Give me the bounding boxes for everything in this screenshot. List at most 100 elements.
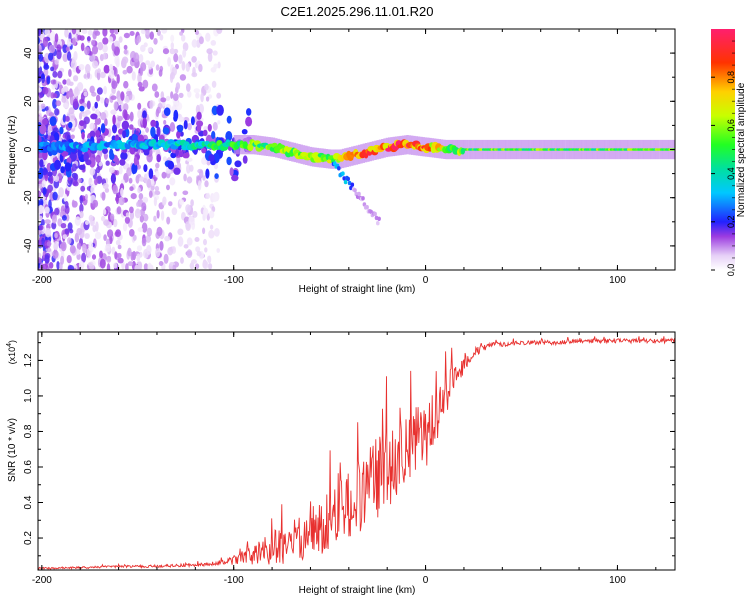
spectrogram-cell [56, 261, 60, 270]
spectrogram-cell [107, 229, 114, 239]
spectrogram-branch-cell [349, 185, 353, 191]
spectrogram-cell [105, 98, 110, 104]
spectrogram-cell [161, 29, 168, 34]
spectrogram-cell [180, 257, 184, 264]
spectrogram-cell [155, 248, 161, 258]
spectrogram-cell [79, 105, 85, 112]
spectrogram-cell [117, 257, 124, 264]
spectrogram-cell [211, 105, 219, 116]
spectrogram-cell [86, 100, 91, 110]
spectrogram-cell [179, 199, 185, 206]
spectrogram-cell [113, 101, 119, 111]
colorbar-tick-label: 0.2 [726, 216, 736, 229]
spectrogram-cell [154, 185, 160, 192]
spectrogram-cell [56, 49, 62, 60]
spectrogram-cell [54, 33, 59, 43]
spectrogram-cell [76, 242, 82, 251]
spectrogram-cell [102, 208, 107, 215]
spectrogram-cell [141, 202, 147, 212]
spectrogram-cell [50, 66, 55, 72]
spectrogram-cell [118, 128, 124, 135]
spectrogram-cell [142, 213, 149, 222]
spectrogram-cell [79, 210, 84, 219]
spectrogram-cell [183, 244, 189, 249]
y-tick-label: 20 [23, 95, 34, 107]
spectrogram-cell [186, 83, 191, 92]
x-tick-label: -200 [32, 575, 52, 586]
spectrogram-cell [198, 63, 203, 73]
spectrogram-cell [47, 171, 53, 177]
spectrogram-cell [47, 130, 52, 136]
spectrogram-cell [62, 102, 69, 109]
spectrogram-cell [194, 237, 200, 242]
spectrogram-cell [62, 86, 69, 93]
spectrogram-cell [103, 234, 107, 242]
spectrogram-cell [95, 130, 101, 138]
spectrogram-cell [46, 241, 52, 247]
spectrogram-cell [216, 248, 220, 253]
snr-y-axis: 0.2 0.4 0.6 0.8 1.0 1.2 [23, 342, 675, 557]
spectrogram-cell [70, 59, 77, 70]
spectrogram-cell [60, 166, 65, 174]
spectrogram-cell [88, 214, 94, 222]
spectrogram-branch-cell [377, 216, 381, 221]
spectrogram-cell [202, 260, 209, 269]
spectrogram-cell [54, 108, 60, 116]
spectrogram-cell [67, 51, 72, 61]
spectrogram-cell [80, 42, 85, 52]
spectrogram-cell [155, 108, 160, 118]
spectrogram-cell [91, 254, 97, 260]
spectrogram-cell [84, 193, 88, 200]
spectrogram-cell [117, 244, 122, 250]
spectrogram-cell [140, 29, 146, 35]
spectrogram-cell [181, 61, 186, 71]
spectrogram-cell [62, 114, 67, 123]
spectrogram-cell [38, 204, 44, 214]
spectrogram-cell [211, 80, 217, 88]
spectrogram-cell [147, 262, 152, 270]
spectrogram-cell [79, 35, 85, 41]
spectrogram-cell [163, 107, 171, 116]
spectrogram-cell [115, 239, 121, 246]
spectrogram-cell [71, 199, 75, 208]
spectrogram-cell [73, 98, 79, 109]
colorbar-tick-label: 0.0 [726, 264, 736, 277]
spectrogram-cell [73, 75, 79, 82]
spectrogram-cell [246, 108, 252, 116]
spectrogram-cell [170, 42, 174, 50]
spectrogram-cell [86, 36, 91, 42]
spectrogram-cell [54, 232, 58, 239]
spectrogram-cell [91, 39, 96, 46]
spectrogram-cell [108, 36, 114, 43]
spectrogram-cell [138, 86, 145, 92]
spectrogram-cell [83, 91, 88, 97]
spectrogram-cell [186, 249, 193, 258]
spectrogram-cell [113, 40, 120, 47]
spectrogram-cell [45, 227, 52, 238]
spectrogram-cell [42, 86, 49, 95]
spectrogram-cell [169, 122, 176, 132]
spectrogram-cell [202, 207, 209, 217]
spectrogram-cell [146, 178, 152, 188]
spectrogram-cell [111, 246, 116, 255]
spectrogram-cell [159, 240, 164, 251]
spectrogram-cell [150, 119, 157, 127]
spectrogram-cell [137, 261, 143, 270]
y-tick-label: 1.2 [23, 353, 34, 367]
spectrogram-cell [99, 250, 103, 259]
spectrogram-branch-cell [357, 191, 361, 197]
spectrogram-cell [60, 255, 65, 265]
spectrogram-cell [179, 31, 184, 36]
spectrogram-cell [89, 130, 96, 139]
spectrogram-cell [78, 261, 85, 270]
spectrogram-cell [44, 206, 50, 214]
spectrogram-cell [190, 199, 194, 207]
spectrogram-cell [51, 214, 58, 224]
spectrogram-cell [105, 243, 111, 249]
spectrogram-cell [42, 167, 48, 176]
spectrogram-cell [158, 69, 163, 77]
spectrogram-cell [203, 126, 209, 131]
spectrogram-cell [214, 173, 219, 180]
spectrogram-cell [210, 40, 217, 46]
spectrogram-cell [191, 221, 196, 230]
